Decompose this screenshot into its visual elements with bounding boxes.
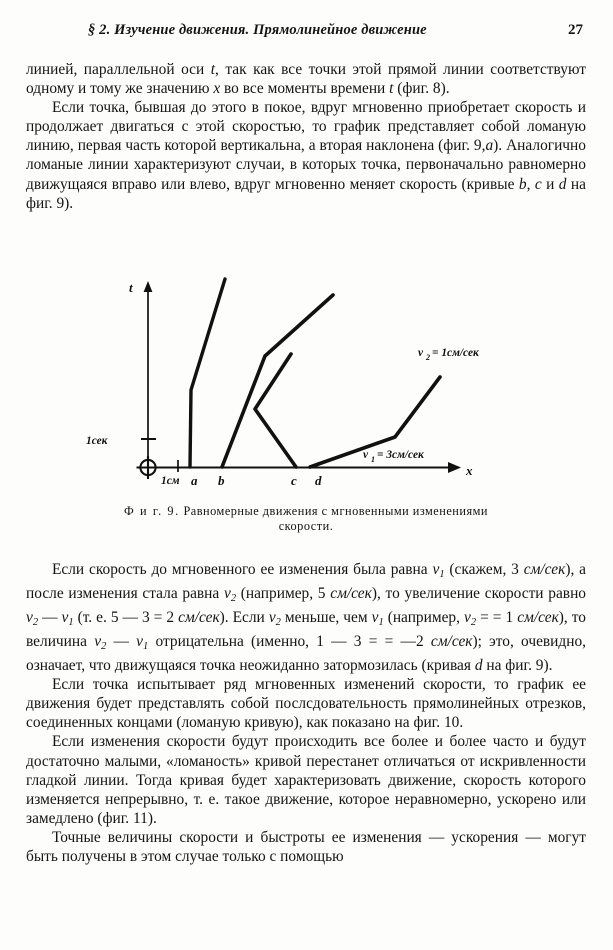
figure-caption-line1: Равномерные движения с мгновенными измен… bbox=[183, 504, 488, 518]
paragraph: Если точка, бывшая до этого в покое, вдр… bbox=[26, 99, 586, 212]
running-head: § 2. Изучение движения. Прямолинейное дв… bbox=[30, 22, 583, 39]
curve-d bbox=[308, 375, 442, 469]
tick-label-1sec: 1сек bbox=[86, 435, 108, 447]
x-axis-label: x bbox=[465, 463, 473, 478]
figure-caption: Ф и г. 9. Равномерные движения с мгновен… bbox=[56, 504, 556, 534]
origin-marker-icon bbox=[136, 456, 160, 479]
annotation-v2-value: = 1см/сек bbox=[432, 347, 479, 359]
body-text-bottom: Если скорость до мгновенного ее изменени… bbox=[26, 560, 586, 866]
annotation-v1-value: = 3см/сек bbox=[377, 449, 424, 461]
curve-label-a: a bbox=[191, 473, 198, 487]
annotation-v2-symbol: v bbox=[418, 347, 424, 359]
annotation-v2: v 2 = 1см/сек bbox=[418, 347, 479, 362]
tick-label-1cm: 1см bbox=[161, 475, 180, 487]
paragraph: Если изменения скорости будут происходит… bbox=[26, 733, 586, 827]
page-number: 27 bbox=[568, 22, 583, 38]
page-title: § 2. Изучение движения. Прямолинейное дв… bbox=[88, 22, 427, 38]
curve-label-c: c bbox=[291, 473, 297, 487]
t-axis-label: t bbox=[129, 280, 133, 295]
curve-a bbox=[188, 277, 227, 469]
figure-graphic: t x 1сек 1см a b c d v 2 = 1см/сек v bbox=[0, 272, 613, 487]
annotation-v1: v 1 = 3см/сек bbox=[363, 449, 424, 464]
paragraph: Точные величины скорости и быстроты ее и… bbox=[26, 828, 586, 865]
body-text-top: линией, параллельной оси t, так как все … bbox=[26, 60, 586, 213]
paragraph: линией, параллельной оси t, так как все … bbox=[26, 61, 586, 98]
figure-9: t x 1сек 1см a b c d v 2 = 1см/сек v bbox=[0, 272, 613, 533]
paragraph: Если точка испытывает ряд мгновенных изм… bbox=[26, 676, 586, 732]
curve-c bbox=[253, 352, 298, 469]
paragraph: Если скорость до мгновенного ее изменени… bbox=[26, 561, 587, 675]
figure-number: Ф и г. 9. bbox=[123, 504, 180, 518]
figure-caption-line2: скорости. bbox=[278, 519, 334, 533]
annotation-v2-subscript: 2 bbox=[425, 353, 430, 362]
t-axis bbox=[141, 281, 156, 468]
x-axis bbox=[148, 460, 461, 473]
curve-label-b: b bbox=[218, 473, 225, 487]
curve-b bbox=[220, 293, 335, 469]
annotation-v1-symbol: v bbox=[363, 449, 369, 461]
annotation-v1-subscript: 1 bbox=[371, 455, 375, 464]
motion-graph-svg: t x 1сек 1см a b c d v 2 = 1см/сек v bbox=[86, 277, 479, 487]
curve-label-d: d bbox=[315, 473, 322, 487]
